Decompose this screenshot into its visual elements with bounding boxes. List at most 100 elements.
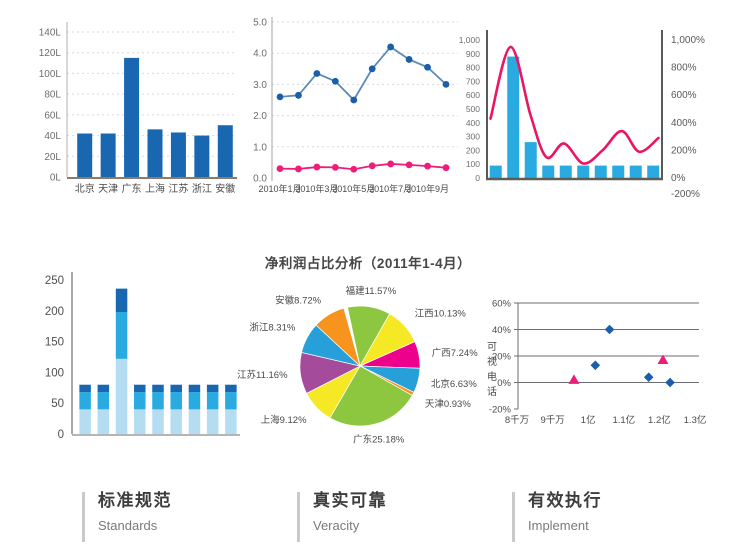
stacked-bar-chart: 0 50 100 150 200 250	[45, 272, 240, 441]
x-tick-label: 广东	[122, 182, 142, 195]
bar-segment	[152, 384, 164, 393]
y-tick-label: 40%	[492, 325, 512, 336]
bar-segment	[115, 288, 128, 313]
bar-segment	[188, 384, 201, 393]
footer-title-zh: 有效执行	[528, 491, 602, 510]
x-tick-label: 2010年3月	[295, 183, 338, 194]
series-line	[279, 163, 447, 171]
data-point	[387, 43, 395, 51]
series-line	[279, 45, 447, 102]
pie-slice	[315, 307, 361, 368]
data-point	[387, 160, 395, 168]
bar	[559, 165, 572, 178]
footer-item-standards: 标准规范 Standards	[82, 492, 172, 542]
bar	[77, 133, 93, 177]
bar	[647, 165, 660, 178]
data-point	[276, 165, 284, 173]
y-tick-label: 60L	[44, 110, 61, 121]
x-tick-label: 北京	[75, 182, 95, 195]
y-tick-label: 0	[58, 429, 64, 441]
triangle-marker	[568, 374, 580, 384]
pie-label: 江苏11.16%	[237, 369, 288, 381]
data-point	[276, 93, 284, 101]
y-tick-label: 100	[45, 367, 64, 379]
x-tick-label: 江苏	[168, 182, 188, 195]
left-y-tick-label: 1,000	[459, 35, 481, 45]
x-tick-label: 8千万	[505, 415, 529, 426]
bar-segment	[134, 384, 146, 393]
data-point	[295, 165, 302, 173]
divider-bar	[297, 492, 300, 542]
x-tick-label: 2010年9月	[406, 183, 449, 194]
y-tick-label: 3.0	[253, 80, 267, 91]
bar-segment	[79, 409, 91, 434]
bar-segment	[79, 384, 91, 393]
footer-title-en: Standards	[98, 518, 158, 533]
x-tick-label: 2010年1月	[258, 183, 301, 194]
right-y-tick-label: 600%	[671, 90, 697, 101]
right-y-tick-label: 800%	[671, 63, 697, 74]
left-y-tick-label: 700	[466, 76, 480, 86]
right-y-tick-label: 400%	[671, 118, 697, 129]
pie-label: 江西10.13%	[415, 308, 467, 319]
bar-segment	[134, 409, 146, 434]
right-y-tick-label: -200%	[671, 189, 700, 200]
data-point	[331, 77, 339, 85]
province-bar-chart: 0L 20L 40L 60L 80L 100L 120L 140L 北京 天津 广东 上海 江苏 浙江 安徽	[39, 22, 237, 195]
bar	[170, 132, 186, 177]
y-tick-label: 0%	[497, 378, 511, 389]
x-tick-label: 上海	[145, 182, 165, 195]
bar-segment	[225, 384, 237, 393]
data-point	[313, 70, 321, 77]
y-tick-label: 20%	[492, 352, 512, 363]
footer-item-veracity: 真实可靠 Veracity	[297, 492, 387, 542]
y-axis-title-char: 视	[487, 355, 497, 368]
pie-chart-title: 净利润占比分析（2011年1-4月）	[264, 256, 472, 271]
bar	[147, 129, 163, 177]
divider-bar	[82, 492, 85, 542]
data-point	[442, 81, 450, 88]
x-tick-label: 1.1亿	[612, 414, 635, 426]
bar-segment	[225, 409, 237, 434]
y-tick-label: 50	[51, 398, 64, 410]
pie-label: 浙江8.31%	[249, 322, 295, 334]
bar-segment	[97, 384, 110, 393]
bar-segment	[170, 392, 182, 410]
pie-slice	[329, 365, 413, 427]
y-tick-label: 4.0	[253, 49, 267, 60]
bar	[577, 165, 590, 178]
data-point	[405, 161, 413, 169]
left-y-tick-label: 100	[466, 159, 480, 169]
diamond-marker	[590, 360, 601, 371]
y-tick-label: 80L	[44, 90, 61, 101]
bar	[217, 125, 233, 177]
x-tick-label: 1.3亿	[684, 414, 707, 426]
bar-segment	[134, 392, 146, 410]
x-tick-label: 天津	[98, 183, 118, 195]
divider-bar	[512, 492, 515, 542]
left-y-tick-label: 300	[466, 132, 480, 142]
y-tick-label: 250	[45, 275, 64, 287]
pie-label: 福建11.57%	[346, 285, 397, 297]
y-tick-label: 5.0	[253, 18, 267, 29]
bar	[489, 165, 502, 178]
bar-segment	[188, 409, 201, 434]
y-tick-label: 0L	[50, 173, 62, 184]
data-point	[405, 56, 413, 63]
left-y-tick-label: 0	[475, 173, 480, 183]
x-tick-label: 浙江	[192, 183, 212, 195]
data-point	[368, 162, 376, 170]
right-y-tick-label: 200%	[671, 145, 697, 156]
x-tick-label: 安徽	[215, 182, 235, 195]
bar	[594, 165, 607, 178]
pie-label: 广东25.18%	[353, 433, 405, 445]
bar	[612, 165, 625, 178]
left-y-tick-label: 200	[466, 145, 480, 155]
pie-label: 北京6.63%	[431, 378, 477, 390]
data-point	[331, 163, 339, 171]
y-tick-label: -20%	[489, 405, 512, 416]
bar-line-combo-chart: 1,000 900 800 700 600 500 400 300 200 100 0 1,000% 8…	[459, 30, 705, 200]
bar	[542, 165, 555, 178]
data-point	[442, 164, 450, 172]
